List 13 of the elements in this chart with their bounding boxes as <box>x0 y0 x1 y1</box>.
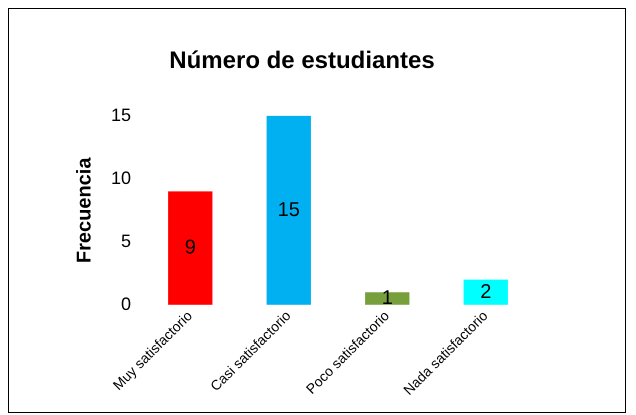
data-label: 15 <box>278 198 300 221</box>
bar <box>266 116 311 305</box>
y-tick-label: 0 <box>121 294 132 314</box>
data-label: 1 <box>382 287 393 310</box>
bar <box>168 191 212 305</box>
chart-title: Número de estudiantes <box>169 47 435 74</box>
y-tick-label: 15 <box>110 104 132 125</box>
data-label: 9 <box>184 236 196 259</box>
y-tick-label: 5 <box>121 230 132 251</box>
data-label: 2 <box>480 280 492 303</box>
y-axis-title: Frecuencia <box>74 156 96 264</box>
y-tick-label: 10 <box>110 168 132 188</box>
bar <box>464 280 508 305</box>
